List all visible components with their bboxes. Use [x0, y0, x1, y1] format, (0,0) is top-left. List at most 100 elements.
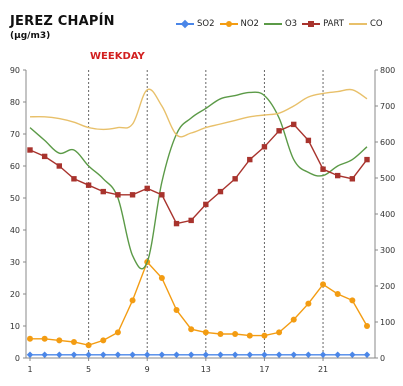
legend-label-co: CO — [369, 19, 383, 29]
data-point-so2 — [319, 351, 327, 359]
legend-item-o3: O3 — [263, 19, 298, 29]
legend-label-part: PART — [323, 19, 344, 29]
data-point-part — [247, 156, 253, 163]
data-point-no2 — [202, 329, 209, 336]
y-tick-label-right: 700 — [380, 102, 395, 111]
series-line-part — [29, 123, 368, 225]
data-point-no2 — [305, 300, 312, 307]
data-point-so2 — [363, 351, 371, 359]
y-tick-label-right: 0 — [380, 354, 385, 363]
data-point-part — [85, 182, 92, 188]
data-point-so2 — [349, 351, 356, 359]
data-point-part — [276, 128, 282, 134]
data-point-part — [291, 121, 297, 128]
data-point-no2 — [114, 329, 121, 336]
y-tick-label-left: 80 — [10, 98, 20, 107]
data-point-part — [334, 172, 341, 179]
data-point-so2 — [275, 351, 283, 359]
data-point-no2 — [349, 297, 356, 304]
chart-legend: SO2 NO2 O3 PART CO — [176, 17, 383, 31]
legend-label-o3: O3 — [284, 19, 298, 29]
chart-reference-lines — [88, 70, 324, 358]
data-point-no2 — [173, 307, 180, 313]
data-point-part — [129, 192, 136, 198]
y-tick-label-right: 800 — [380, 66, 395, 75]
series-o3 — [29, 91, 368, 270]
y-tick-label-left: 70 — [10, 130, 20, 139]
data-point-so2 — [26, 351, 34, 359]
x-tick-label: 21 — [318, 365, 328, 374]
y-tick-label-left: 40 — [10, 226, 20, 235]
y-tick-label-left: 30 — [10, 258, 20, 267]
data-point-part — [71, 176, 77, 182]
data-point-part — [188, 217, 194, 224]
series-no2 — [27, 259, 370, 349]
data-point-no2 — [129, 297, 136, 304]
legend-swatch-so2 — [176, 19, 194, 29]
x-tick-label: 1 — [27, 365, 32, 374]
data-point-so2 — [290, 351, 297, 359]
x-tick-label: 5 — [86, 365, 91, 374]
series-co — [29, 88, 368, 138]
data-point-so2 — [305, 351, 312, 359]
data-point-part — [115, 192, 121, 198]
series-part — [27, 121, 370, 227]
data-point-so2 — [334, 351, 341, 359]
y-tick-label-left: 90 — [10, 66, 20, 75]
data-point-part — [261, 144, 268, 150]
y-tick-label-right: 500 — [380, 174, 395, 183]
data-point-part — [56, 163, 63, 169]
data-point-part — [159, 192, 165, 198]
data-point-part — [305, 137, 312, 144]
data-point-no2 — [188, 326, 195, 333]
legend-item-so2: SO2 — [176, 19, 215, 29]
data-point-no2 — [261, 332, 268, 339]
data-point-no2 — [41, 335, 48, 342]
legend-label-no2: NO2 — [240, 19, 259, 29]
data-point-part — [144, 185, 150, 192]
data-point-part — [349, 176, 356, 182]
data-point-no2 — [290, 316, 297, 323]
chart-tick-labels: 0 10 20 30 40 50 60 70 80 90 0 100 200 300 400 500 600 70… — [10, 66, 395, 374]
series-line-co — [29, 88, 368, 138]
series-so2 — [26, 351, 371, 359]
chart-unit: (µg/m3) — [10, 31, 51, 41]
y-tick-label-right: 600 — [380, 138, 395, 147]
data-point-part — [27, 147, 33, 153]
data-point-so2 — [56, 351, 63, 359]
data-point-part — [217, 188, 224, 195]
data-point-part — [173, 220, 180, 227]
y-tick-label-right: 400 — [380, 210, 395, 219]
data-point-so2 — [231, 351, 239, 359]
data-point-so2 — [41, 351, 48, 359]
legend-swatch-no2 — [219, 19, 238, 29]
y-tick-label-right: 200 — [380, 282, 395, 291]
data-point-no2 — [85, 342, 92, 349]
data-point-so2 — [129, 351, 136, 359]
data-point-no2 — [320, 281, 327, 288]
legend-swatch-co — [348, 19, 367, 29]
data-point-no2 — [334, 291, 341, 297]
series-line-no2 — [30, 260, 368, 346]
x-tick-label: 17 — [259, 365, 269, 374]
data-point-no2 — [232, 331, 239, 337]
y-tick-label-left: 10 — [10, 322, 20, 331]
y-tick-label-left: 0 — [15, 354, 20, 363]
data-point-part — [320, 166, 326, 172]
x-tick-label: 9 — [145, 365, 150, 374]
data-point-so2 — [114, 351, 122, 359]
series-line-o3 — [29, 91, 368, 270]
data-point-so2 — [217, 351, 224, 359]
data-point-so2 — [158, 351, 166, 359]
data-point-so2 — [70, 351, 78, 359]
legend-label-so2: SO2 — [197, 19, 215, 29]
data-point-no2 — [100, 337, 107, 344]
y-tick-label-left: 60 — [10, 162, 20, 171]
data-point-no2 — [56, 337, 63, 344]
chart-subtitle: WEEKDAY — [90, 51, 145, 62]
x-tick-label: 13 — [201, 365, 211, 374]
y-tick-label-right: 300 — [380, 246, 395, 255]
legend-item-part: PART — [302, 19, 344, 29]
legend-swatch-o3 — [263, 19, 282, 29]
